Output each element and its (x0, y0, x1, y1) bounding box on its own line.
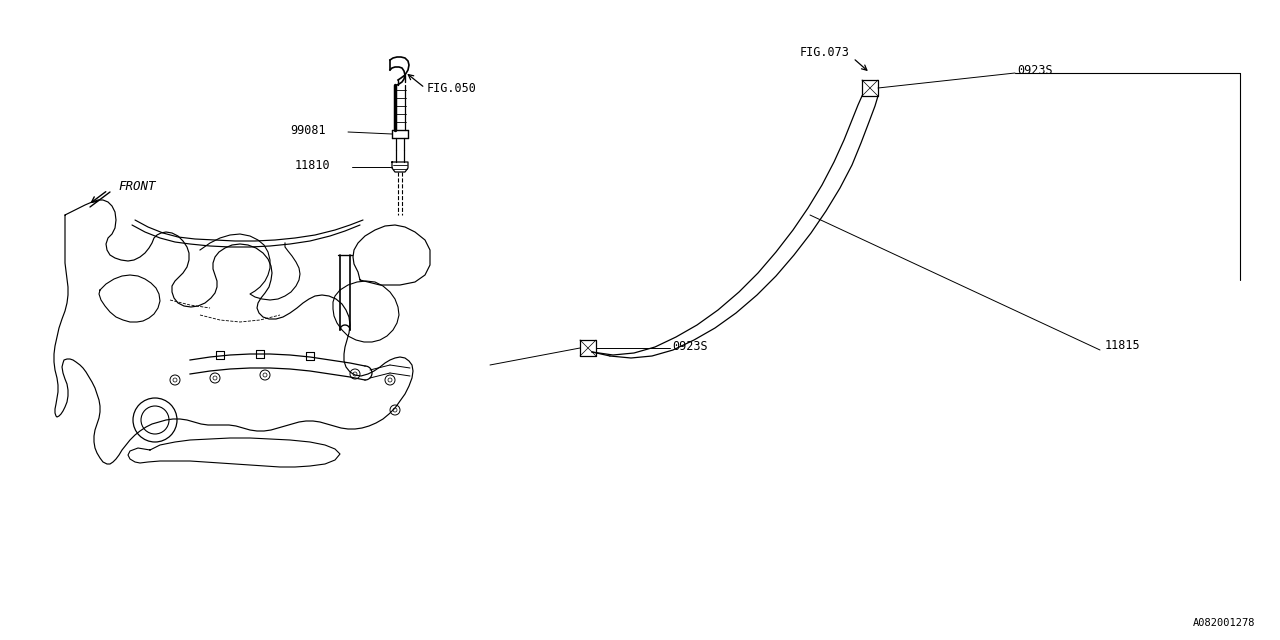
Text: 11815: 11815 (1105, 339, 1140, 351)
Text: FIG.073: FIG.073 (800, 45, 850, 58)
Text: FRONT: FRONT (118, 179, 155, 193)
Text: FIG.050: FIG.050 (428, 81, 477, 95)
Text: 0923S: 0923S (1018, 63, 1052, 77)
Text: 11810: 11810 (294, 159, 330, 172)
Text: A082001278: A082001278 (1193, 618, 1254, 628)
Text: 0923S: 0923S (672, 339, 708, 353)
Text: 99081: 99081 (291, 124, 325, 136)
